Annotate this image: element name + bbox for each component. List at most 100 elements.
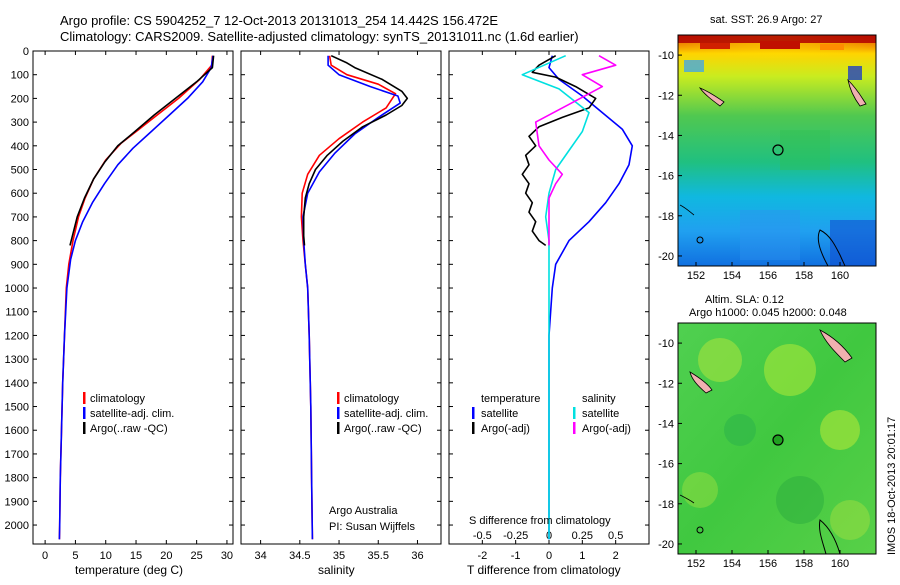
- x-tick-label: 10: [100, 550, 112, 562]
- sla-map-title-line1: Altim. SLA: 0.12: [705, 294, 784, 306]
- depth-tick-label: 1500: [5, 402, 29, 414]
- map-lat-label: -12: [658, 90, 674, 102]
- depth-tick-label: 0: [23, 46, 29, 58]
- legend-label-argo: Argo(..raw -QC): [344, 423, 422, 435]
- s-tick-label: 0.5: [608, 530, 623, 542]
- x-tick-label: 20: [160, 550, 172, 562]
- depth-tick-label: 200: [11, 93, 29, 105]
- legend-label-s-argo: Argo(-adj): [582, 423, 631, 435]
- depth-tick-label: 900: [11, 259, 29, 271]
- salinity-plot-frame: [240, 50, 442, 545]
- depth-tick-label: 1700: [5, 449, 29, 461]
- legend-swatch-satellite: [83, 407, 86, 419]
- depth-tick-label: 1400: [5, 378, 29, 390]
- legend-swatch-climatology: [337, 392, 340, 404]
- series-line-s-satellite: [521, 54, 590, 540]
- map-lat-label: -20: [658, 251, 674, 263]
- legend-swatch-argo: [337, 422, 340, 434]
- x-tick-label: 35.5: [368, 550, 389, 562]
- map-lon-label: 154: [723, 270, 741, 282]
- series-line-climatology: [300, 55, 397, 540]
- map-lat-label: -16: [658, 459, 674, 471]
- map-lat-label: -16: [658, 171, 674, 183]
- s-tick-label: -0.5: [473, 530, 492, 542]
- x-tick-label: -2: [477, 550, 487, 562]
- credit-line1: Argo Australia: [329, 505, 398, 517]
- series-line-satellite-adj-clim: [58, 55, 214, 540]
- legend-swatch-argo: [83, 422, 86, 434]
- map-lat-label: -10: [658, 338, 674, 350]
- map-lat-label: -18: [658, 499, 674, 511]
- temperature-x-label: temperature (deg C): [75, 563, 183, 577]
- timestamp: IMOS 18-Oct-2013 20:01:17: [886, 417, 898, 555]
- map-lat-label: -10: [658, 50, 674, 62]
- sla-map-frame: [677, 322, 877, 555]
- credit-line2: PI: Susan Wijffels: [329, 521, 415, 533]
- x-tick-label: 0: [546, 550, 552, 562]
- map-lon-label: 160: [831, 558, 849, 570]
- depth-tick-label: 1800: [5, 473, 29, 485]
- sst-map-title: sat. SST: 26.9 Argo: 27: [710, 14, 823, 26]
- map-lon-label: 154: [723, 558, 741, 570]
- depth-tick-label: 1300: [5, 354, 29, 366]
- map-lat-label: -18: [658, 211, 674, 223]
- map-lat-label: -14: [658, 418, 674, 430]
- x-tick-label: 25: [191, 550, 203, 562]
- map-lon-label: 158: [795, 270, 813, 282]
- x-tick-label: 30: [221, 550, 233, 562]
- legend-label-satellite: satellite-adj. clim.: [344, 408, 428, 420]
- legend-swatch-s-argo: [573, 422, 576, 434]
- sla-reference-marker: [696, 526, 704, 534]
- series-line-climatology: [58, 55, 214, 540]
- series-line-t-argo-adj: [521, 55, 597, 247]
- legend-label-t-argo: Argo(-adj): [481, 423, 530, 435]
- x-tick-label: 1: [579, 550, 585, 562]
- legend-swatch-s-satellite: [573, 407, 576, 419]
- map-lon-label: 158: [795, 558, 813, 570]
- difference-legend: temperature salinity satellite Argo(-adj…: [472, 393, 631, 435]
- legend-label-t-satellite: satellite: [481, 408, 518, 420]
- depth-tick-label: 700: [11, 212, 29, 224]
- legend-label-argo: Argo(..raw -QC): [90, 423, 168, 435]
- difference-x-label: T difference from climatology: [467, 563, 621, 577]
- legend-label-climatology: climatology: [344, 393, 400, 405]
- depth-tick-label: 400: [11, 141, 29, 153]
- map-axes: 152 154 156 158 160 -10 -12 -14 -16 -18 -20 152 154 1…: [658, 50, 849, 570]
- sla-map-title-line2: Argo h1000: 0.045 h2000: 0.048: [689, 307, 847, 319]
- salinity-legend: climatology satellite-adj. clim. Argo(..…: [337, 392, 428, 435]
- map-lat-label: -14: [658, 130, 674, 142]
- depth-axis: 0 100 200 300 400 500 600 700 800 900 1000 1100 1200…: [5, 46, 649, 532]
- figure-title-line2: Climatology: CARS2009. Satellite-adjuste…: [60, 29, 579, 44]
- depth-tick-label: 300: [11, 117, 29, 129]
- depth-tick-label: 1100: [5, 307, 29, 319]
- depth-tick-label: 800: [11, 236, 29, 248]
- x-tick-label: 2: [613, 550, 619, 562]
- legend-swatch-satellite: [337, 407, 340, 419]
- difference-chart: -2 -1 0 1 2-0.5 -0.25 0 0.25 0.5: [473, 51, 634, 562]
- salinity-x-label: salinity: [318, 563, 355, 577]
- depth-tick-label: 500: [11, 165, 29, 177]
- sst-map: [678, 35, 876, 266]
- legend-label-satellite: satellite-adj. clim.: [90, 408, 174, 420]
- temperature-legend: climatology satellite-adj. clim. Argo(..…: [83, 392, 174, 435]
- x-tick-label: 34: [254, 550, 266, 562]
- series-line-argo-raw-qc: [69, 55, 215, 246]
- difference-top-label: S difference from climatology: [469, 515, 611, 527]
- map-lon-label: 156: [759, 270, 777, 282]
- depth-tick-label: 1000: [5, 283, 29, 295]
- map-lon-label: 160: [831, 270, 849, 282]
- depth-tick-label: 600: [11, 188, 29, 200]
- sla-argo-marker: [772, 434, 784, 446]
- series-line-s-argo-adj: [534, 55, 617, 246]
- x-tick-label: 34.5: [289, 550, 310, 562]
- map-lon-label: 152: [687, 270, 705, 282]
- depth-tick-label: 1600: [5, 425, 29, 437]
- x-tick-label: -1: [511, 550, 521, 562]
- s-tick-label: 0.25: [572, 530, 593, 542]
- legend-label-s-satellite: satellite: [582, 408, 619, 420]
- legend-label-climatology: climatology: [90, 393, 146, 405]
- sst-argo-marker: [772, 144, 784, 156]
- legend-swatch-t-satellite: [472, 407, 475, 419]
- depth-tick-label: 1200: [5, 330, 29, 342]
